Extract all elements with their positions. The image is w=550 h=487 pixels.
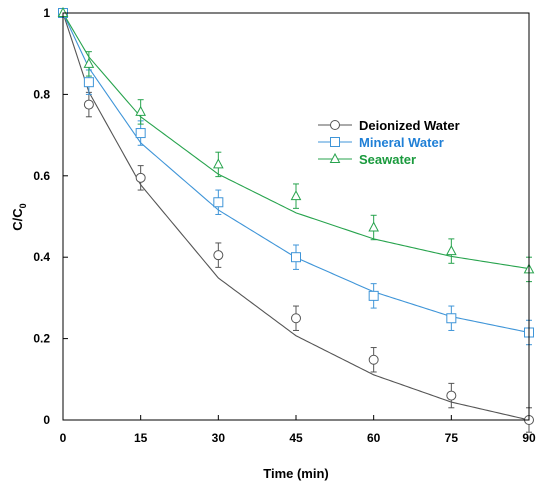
x-tick-label-0: 0: [60, 431, 67, 445]
fit-curve-1: [62, 12, 530, 334]
x-tick-label-90: 90: [522, 431, 536, 445]
data-point-2-1: [83, 57, 95, 68]
data-point-1-3: [213, 197, 224, 208]
legend-marker-1: [330, 137, 340, 147]
data-point-1-6: [446, 313, 457, 324]
data-point-2-3: [213, 158, 224, 169]
data-point-1-1: [83, 77, 94, 88]
data-point-0-3: [213, 250, 224, 261]
y-tick-label-4: 0.8: [33, 87, 50, 101]
legend-label-2: Seawater: [359, 152, 416, 167]
fit-curve-2: [62, 12, 530, 270]
tick-labels: 0 15 30 45 60 75 90 0 0.2 0.4 0.6 0.8 1: [33, 6, 536, 445]
x-tick-label-75: 75: [445, 431, 459, 445]
legend-label-1: Mineral Water: [359, 135, 444, 150]
data-point-1-2: [135, 128, 146, 139]
data-point-0-1: [83, 99, 94, 110]
data-point-2-2: [135, 105, 146, 116]
data-point-1-4: [291, 252, 301, 263]
legend-marker-2: [329, 152, 341, 163]
y-tick-label-0: 0: [43, 413, 50, 427]
x-tick-label-30: 30: [212, 431, 226, 445]
x-tick-label-15: 15: [134, 431, 148, 445]
x-tick-label-45: 45: [289, 431, 303, 445]
data-point-0-6: [446, 390, 457, 401]
y-tick-label-2: 0.4: [33, 250, 50, 264]
fit-curve-0: [62, 12, 530, 421]
data-markers: [57, 6, 535, 425]
data-point-0-2: [135, 172, 146, 183]
y-tick-label-1: 0.2: [33, 332, 50, 346]
legend: Deionized Water Mineral Water Seawater: [318, 118, 460, 167]
data-point-1-5: [368, 290, 379, 301]
data-point-0-4: [291, 313, 301, 324]
y-tick-label-5: 1: [43, 6, 50, 20]
plot-frame: [62, 12, 530, 421]
y-axis-title-main: C/C: [10, 208, 25, 231]
y-tick-label-3: 0.6: [33, 169, 50, 183]
x-axis-title: Time (min): [263, 466, 329, 481]
data-point-2-6: [446, 245, 457, 256]
y-axis-title-subscript: 0: [18, 203, 28, 208]
legend-marker-0: [330, 120, 340, 130]
data-point-2-4: [290, 190, 302, 201]
data-point-0-5: [368, 354, 379, 365]
x-tick-label-60: 60: [367, 431, 381, 445]
axes: [62, 12, 530, 421]
legend-label-0: Deionized Water: [359, 118, 460, 133]
data-point-2-5: [368, 221, 379, 232]
fit-curves: [62, 12, 530, 421]
error-bars: [85, 51, 532, 433]
y-axis-title: C/C0: [10, 203, 28, 230]
